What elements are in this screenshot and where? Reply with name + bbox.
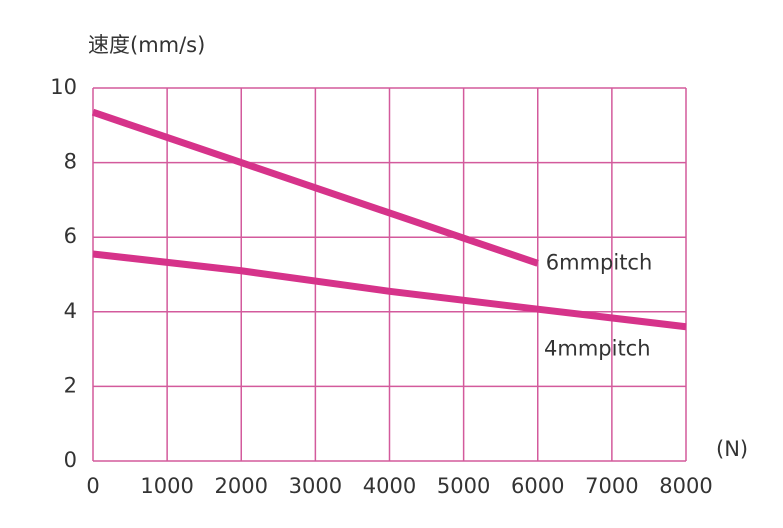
- series-line: [92, 250, 687, 331]
- x-tick-label: 1000: [140, 474, 193, 498]
- y-tick-label: 4: [64, 299, 77, 323]
- x-tick-label: 4000: [363, 474, 416, 498]
- x-tick-label: 7000: [585, 474, 638, 498]
- x-tick-label: 3000: [289, 474, 342, 498]
- series-label: 4mmpitch: [544, 337, 651, 361]
- y-tick-label: 10: [50, 75, 77, 99]
- y-tick-label: 2: [64, 373, 77, 397]
- x-tick-label: 5000: [437, 474, 490, 498]
- series-line: [91, 108, 539, 267]
- series-label: 6mmpitch: [546, 250, 653, 274]
- x-tick-label: 2000: [215, 474, 268, 498]
- x-tick-label: 0: [86, 474, 99, 498]
- x-tick-label: 6000: [511, 474, 564, 498]
- x-axis-label: (N): [716, 437, 748, 461]
- y-axis-label: 速度(mm/s): [88, 33, 205, 57]
- y-tick-label: 6: [64, 224, 77, 248]
- x-tick-label: 8000: [659, 474, 712, 498]
- y-tick-label: 0: [64, 448, 77, 472]
- y-tick-label: 8: [64, 150, 77, 174]
